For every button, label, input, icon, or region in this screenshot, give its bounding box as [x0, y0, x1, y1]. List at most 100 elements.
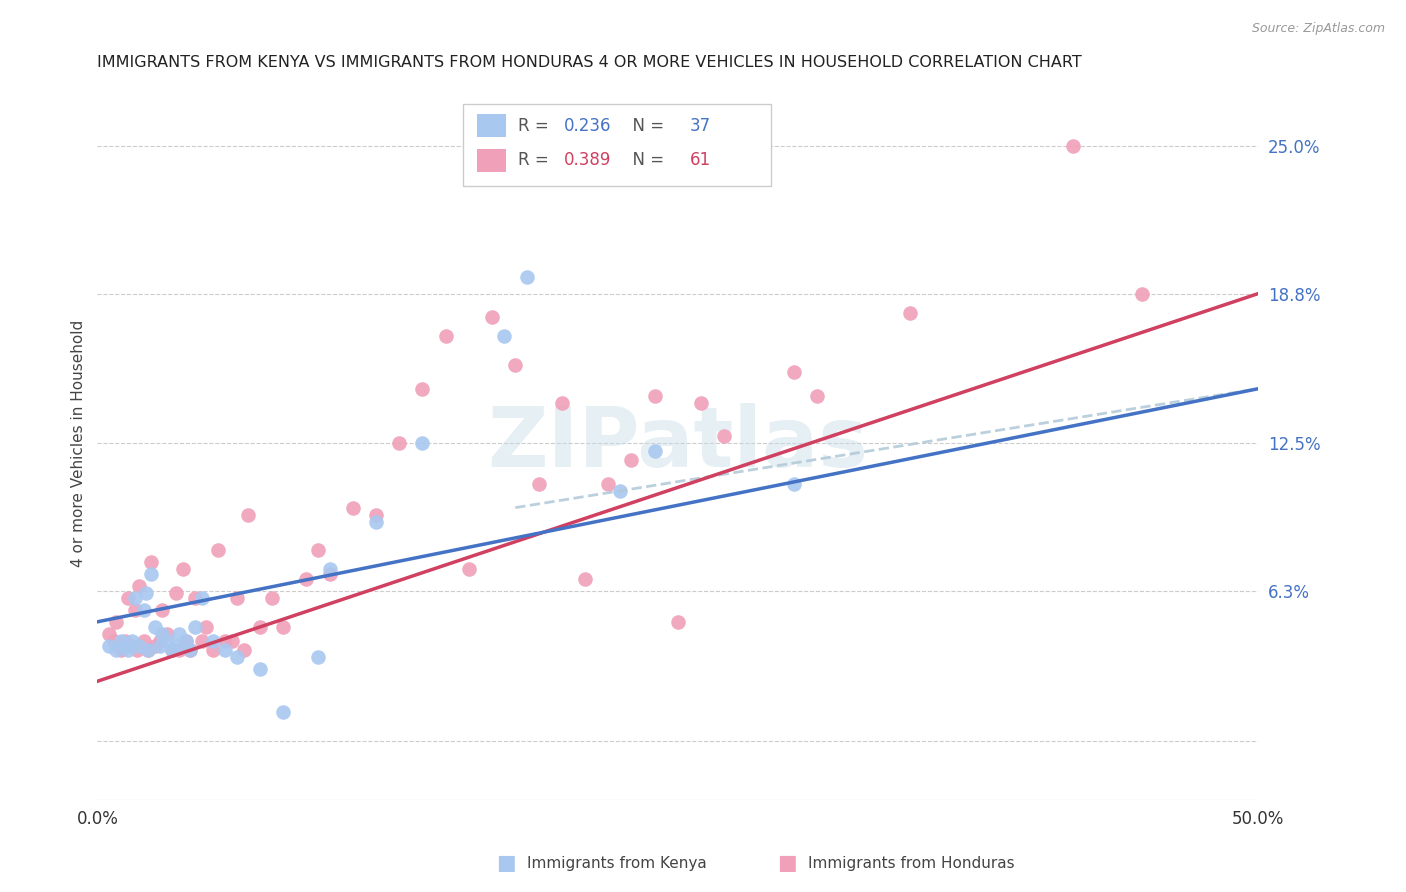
Point [318, 567, 340, 582]
Point [138, 643, 160, 657]
Point [1130, 286, 1153, 301]
Point [156, 633, 179, 648]
FancyBboxPatch shape [463, 104, 770, 186]
Point [191, 591, 214, 605]
Point [160, 643, 183, 657]
Point [783, 365, 806, 379]
Point [238, 508, 260, 522]
Point [165, 586, 187, 600]
Point [124, 591, 146, 605]
Point [574, 572, 596, 586]
Point [527, 476, 550, 491]
Point [117, 591, 139, 605]
Point [898, 305, 921, 319]
Text: Source: ZipAtlas.com: Source: ZipAtlas.com [1251, 22, 1385, 36]
Point [132, 603, 155, 617]
Point [117, 643, 139, 657]
Point [806, 389, 828, 403]
Point [139, 555, 162, 569]
Point [191, 633, 214, 648]
Point [179, 643, 201, 657]
Point [713, 429, 735, 443]
Point [260, 591, 283, 605]
Point [364, 508, 387, 522]
Point [128, 579, 150, 593]
Point [644, 389, 666, 403]
Text: ZIPatlas: ZIPatlas [488, 403, 869, 483]
Point [411, 382, 433, 396]
Point [135, 586, 157, 600]
Point [97, 639, 120, 653]
Point [125, 643, 148, 657]
Point [184, 619, 207, 633]
Text: R =: R = [517, 117, 554, 135]
Point [114, 639, 136, 653]
Point [295, 572, 318, 586]
Text: 61: 61 [689, 151, 710, 169]
Point [1062, 139, 1084, 153]
Point [225, 591, 247, 605]
Point [124, 603, 146, 617]
Bar [477, 114, 506, 137]
Point [110, 643, 132, 657]
Point [271, 619, 294, 633]
Point [551, 396, 574, 410]
Point [481, 310, 503, 325]
Point [214, 643, 236, 657]
Point [364, 515, 387, 529]
Point [388, 436, 411, 450]
Text: 0.389: 0.389 [564, 151, 612, 169]
Text: N =: N = [621, 117, 669, 135]
Point [411, 436, 433, 450]
Point [232, 643, 254, 657]
Point [179, 643, 201, 657]
Point [516, 269, 538, 284]
Point [150, 626, 173, 640]
Text: Immigrants from Kenya: Immigrants from Kenya [527, 856, 707, 871]
Point [149, 633, 172, 648]
Point [249, 662, 271, 676]
Point [132, 633, 155, 648]
Point [307, 543, 329, 558]
Point [457, 562, 479, 576]
Point [271, 705, 294, 719]
Point [318, 562, 340, 576]
Text: ■: ■ [496, 854, 516, 873]
Bar [477, 149, 506, 171]
Point [184, 591, 207, 605]
Point [214, 633, 236, 648]
Point [145, 639, 167, 653]
Point [505, 358, 527, 372]
Text: Immigrants from Honduras: Immigrants from Honduras [808, 856, 1015, 871]
Point [174, 633, 197, 648]
Point [307, 650, 329, 665]
Point [225, 650, 247, 665]
Point [103, 633, 125, 648]
Point [783, 476, 806, 491]
Point [202, 633, 225, 648]
Point [666, 615, 689, 629]
Point [172, 562, 194, 576]
Point [150, 603, 173, 617]
Point [156, 626, 179, 640]
Text: 37: 37 [689, 117, 710, 135]
Y-axis label: 4 or more Vehicles in Household: 4 or more Vehicles in Household [72, 319, 86, 567]
Point [598, 476, 620, 491]
Point [620, 453, 643, 467]
Point [139, 567, 162, 582]
Point [128, 639, 150, 653]
Point [221, 633, 243, 648]
Text: N =: N = [621, 151, 669, 169]
Point [145, 619, 167, 633]
Point [138, 643, 160, 657]
Point [207, 543, 229, 558]
Point [114, 633, 136, 648]
Point [104, 643, 127, 657]
Point [609, 483, 631, 498]
Point [342, 500, 364, 515]
Point [97, 626, 120, 640]
Text: ■: ■ [778, 854, 797, 873]
Text: 0.236: 0.236 [564, 117, 612, 135]
Point [249, 619, 271, 633]
Text: R =: R = [517, 151, 554, 169]
